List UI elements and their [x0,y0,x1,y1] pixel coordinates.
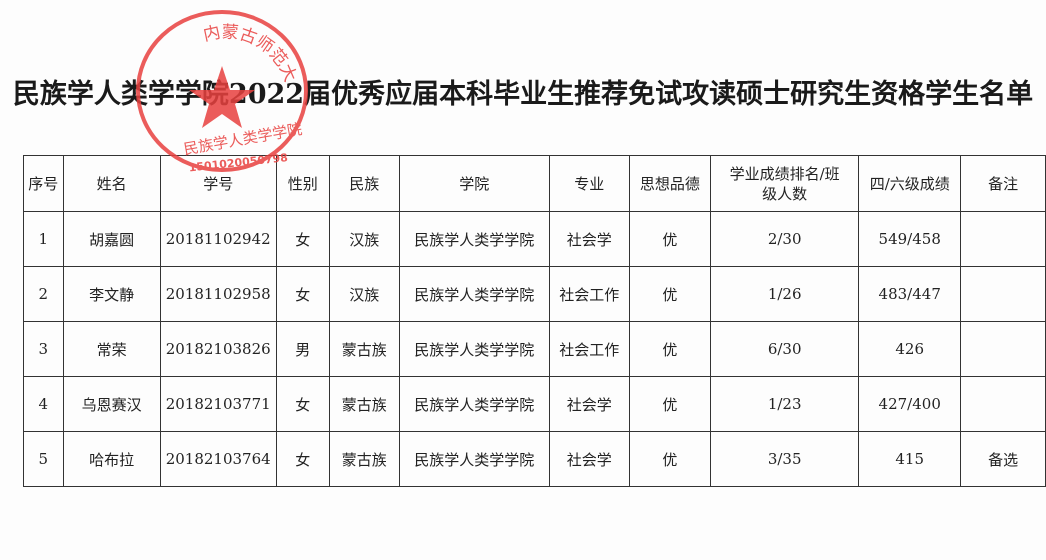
cell-index: 3 [23,321,64,377]
header-major: 专业 [548,155,630,212]
page-title: 民族学人类学学院2022届优秀应届本科毕业生推荐免试攻读硕士研究生资格学生名单 [12,79,1034,110]
cell-student-id: 20182103771 [159,376,277,432]
cell-ethnicity: 蒙古族 [328,321,400,377]
cell-name: 胡嘉圆 [62,211,161,267]
table-row: 3 常荣 20182103826 男蒙古族 民族学人类学学院 社会工作优 6/30 426 [23,321,1046,377]
cell-index: 4 [23,376,64,432]
cell-ethnicity: 蒙古族 [328,431,400,487]
cell-student-id: 20182103764 [159,431,277,487]
cell-college: 民族学人类学学院 [398,211,550,267]
header-index: 序号 [23,155,64,212]
cell-rank: 3/35 [710,431,860,487]
header-name: 姓名 [62,155,161,212]
cell-remark [960,321,1046,377]
cell-remark [960,266,1046,322]
cell-rank: 2/30 [710,211,860,267]
table-row: 1 胡嘉圆 20181102942 女汉族 民族学人类学学院 社会学优 2/30 549/45… [23,211,1046,267]
cell-major: 社会学 [548,431,630,487]
cell-cet-score: 415 [858,431,962,487]
seal-bottom-text: 民族学人类学学院 [182,120,303,159]
table-header-row: 序号 姓名 学号 性别 民族 学院 专业 思想品德 学业成绩排名/班级人数 四/六级成绩 备注 [23,155,1046,212]
cell-rank: 1/26 [710,266,860,322]
cell-gender: 女 [275,266,330,322]
cell-moral-grade: 优 [628,321,712,377]
header-gender: 性别 [275,155,330,212]
table-row: 2 李文静 20181102958 女汉族 民族学人类学学院 社会工作优 1/26 483/4… [23,266,1046,322]
header-moral-grade: 思想品德 [628,155,712,212]
cell-remark [960,211,1046,267]
cell-moral-grade: 优 [628,266,712,322]
cell-cet-score: 427/400 [858,376,962,432]
header-rank: 学业成绩排名/班级人数 [710,155,860,212]
cell-rank: 1/23 [710,376,860,432]
header-ethnicity: 民族 [328,155,400,212]
header-student-id: 学号 [159,155,277,212]
cell-cet-score: 483/447 [858,266,962,322]
cell-major: 社会学 [548,376,630,432]
cell-student-id: 20182103826 [159,321,277,377]
cell-remark [960,376,1046,432]
table-row: 5 哈布拉 20182103764 女蒙古族 民族学人类学学院 社会学优 3/35 415 备选 [23,431,1046,487]
cell-major: 社会学 [548,211,630,267]
cell-index: 1 [23,211,64,267]
cell-moral-grade: 优 [628,211,712,267]
cell-name: 李文静 [62,266,161,322]
header-college: 学院 [398,155,550,212]
cell-gender: 女 [275,376,330,432]
cell-moral-grade: 优 [628,431,712,487]
cell-moral-grade: 优 [628,376,712,432]
cell-cet-score: 426 [858,321,962,377]
cell-college: 民族学人类学学院 [398,376,550,432]
cell-student-id: 20181102942 [159,211,277,267]
cell-major: 社会工作 [548,321,630,377]
header-cet-score: 四/六级成绩 [858,155,962,212]
header-remark: 备注 [960,155,1046,212]
cell-index: 5 [23,431,64,487]
cell-remark: 备选 [960,431,1046,487]
cell-college: 民族学人类学学院 [398,431,550,487]
cell-gender: 女 [275,211,330,267]
cell-major: 社会工作 [548,266,630,322]
cell-cet-score: 549/458 [858,211,962,267]
cell-college: 民族学人类学学院 [398,266,550,322]
table-row: 4 乌恩赛汉 20182103771 女蒙古族 民族学人类学学院 社会学优 1/23 427/… [23,376,1046,432]
cell-name: 常荣 [62,321,161,377]
cell-college: 民族学人类学学院 [398,321,550,377]
cell-ethnicity: 汉族 [328,266,400,322]
cell-name: 哈布拉 [62,431,161,487]
cell-index: 2 [23,266,64,322]
cell-ethnicity: 汉族 [328,211,400,267]
cell-gender: 女 [275,431,330,487]
cell-ethnicity: 蒙古族 [328,376,400,432]
cell-name: 乌恩赛汉 [62,376,161,432]
cell-rank: 6/30 [710,321,860,377]
cell-gender: 男 [275,321,330,377]
cell-student-id: 20181102958 [159,266,277,322]
